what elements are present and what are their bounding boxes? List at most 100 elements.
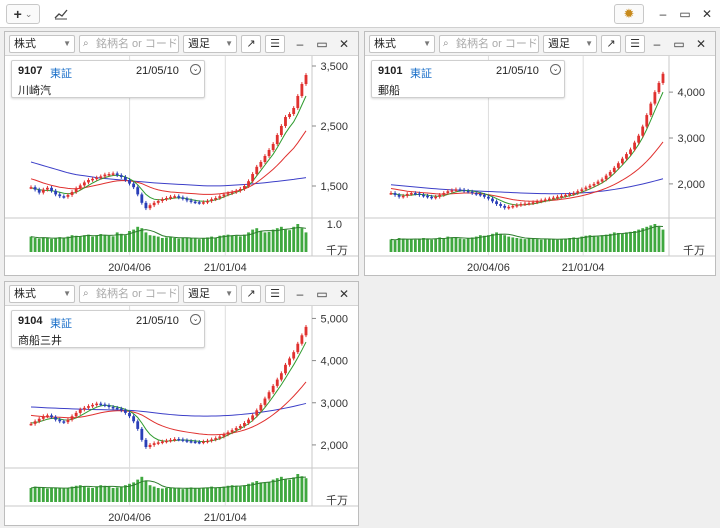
volume-bar [140,228,144,252]
volume-bar [296,474,300,502]
volume-bar [107,486,111,502]
symbol-search-input[interactable]: ⌕ 銘柄名 or コード [79,35,179,53]
candle-body [132,183,136,188]
volume-bar [426,239,429,252]
panel-close-button[interactable]: ✕ [695,37,707,51]
market-type-select[interactable]: 株式 ▼ [369,35,435,53]
volume-bar [255,228,259,252]
candle-body [279,126,283,135]
candle-body [119,408,123,411]
candle-body [641,126,645,136]
candle-body [649,103,653,116]
volume-bar [238,486,242,502]
panel-maximize-button[interactable]: ▭ [673,37,685,51]
candle-body [140,194,144,203]
panel-maximize-button[interactable]: ▭ [316,37,328,51]
candle-body [405,193,409,196]
ma-fast-line [30,341,307,443]
candle-body [604,175,608,180]
candle-body [128,180,131,184]
volume-bar [454,238,458,252]
market-type-select[interactable]: 株式 ▼ [9,285,75,303]
candle-body [99,176,103,178]
ma-slow-line [30,161,307,187]
info-dropdown-button[interactable]: ⌄ [190,64,201,75]
volume-bar [271,479,275,502]
popout-icon[interactable]: ↗ [601,35,621,53]
volume-bar [564,238,567,252]
volume-bar [41,237,45,252]
volume-bar [543,239,547,252]
add-button[interactable]: + ⌄ [6,4,40,24]
indicator-menu-icon[interactable]: ☰ [625,35,645,53]
x-tick-label: 20/04/06 [108,512,151,524]
volume-bar [140,476,144,502]
maximize-button[interactable]: ▭ [679,7,691,21]
candle-body [148,444,152,448]
volume-bar [275,228,279,252]
candle-body [123,177,127,180]
price-chart[interactable]: 20/04/06 21/01/04 4,000 3,000 2,000 千万 [365,56,715,277]
volume-bar [600,235,604,252]
panel-close-button[interactable]: ✕ [338,287,350,301]
volume-unit-label: 千万 [326,244,348,257]
close-button[interactable]: ✕ [701,7,713,21]
period-select[interactable]: 週足 ▼ [183,285,237,303]
volume-bar [87,487,90,502]
volume-bar [446,236,450,252]
panel-minimize-button[interactable]: – [653,37,661,51]
symbol-search-input[interactable]: ⌕ 銘柄名 or コード [79,285,179,303]
gear-icon: ✹ [623,6,635,21]
candle-body [218,436,222,439]
volume-bar [156,236,160,252]
candle-body [531,202,535,204]
candle-body [572,193,576,195]
period-select[interactable]: 週足 ▼ [183,35,237,53]
minimize-button[interactable]: – [659,7,667,21]
chevron-down-icon: ▼ [63,289,71,298]
candle-body [107,405,111,407]
y-tick-label: 3,000 [320,398,348,410]
indicator-menu-icon[interactable]: ☰ [265,35,285,53]
panel-minimize-button[interactable]: – [296,287,304,301]
volume-bar [62,238,66,252]
candle-body [144,439,148,448]
volume-bar [144,232,148,252]
volume-bar [218,487,222,502]
volume-bar [160,488,164,502]
x-tick-label: 21/01/04 [204,262,247,274]
info-dropdown-button[interactable]: ⌄ [550,64,561,75]
price-chart[interactable]: 20/04/06 21/01/04 3,500 2,500 1,500 1.0 千万 [5,56,358,277]
panel-maximize-button[interactable]: ▭ [316,287,328,301]
popout-icon[interactable]: ↗ [241,35,261,53]
panel-minimize-button[interactable]: – [296,37,304,51]
volume-bar [197,239,201,252]
candle-body [304,75,308,84]
popout-icon[interactable]: ↗ [241,285,261,303]
symbol-search-input[interactable]: ⌕ 銘柄名 or コード [439,35,539,53]
chart-line-icon[interactable] [50,4,72,24]
candle-body [33,187,37,190]
candle-body [401,195,405,198]
indicator-menu-icon[interactable]: ☰ [265,285,285,303]
info-dropdown-button[interactable]: ⌄ [190,314,201,325]
period-select[interactable]: 週足 ▼ [543,35,597,53]
ma-slow-line [390,178,664,195]
candle-body [54,417,58,420]
volume-bar [230,485,234,502]
candle-body [95,403,99,406]
volume-bar [641,228,645,252]
volume-bar [300,228,304,252]
price-chart[interactable]: 20/04/06 21/01/04 5,000 4,000 3,000 2,000 千万 [5,306,358,527]
volume-bar [123,485,127,502]
volume-bar [442,238,446,252]
candle-body [144,202,148,209]
panel-close-button[interactable]: ✕ [338,37,350,51]
volume-bar [653,224,657,252]
candle-body [82,182,86,186]
settings-button[interactable]: ✹ [614,4,644,24]
candle-body [438,194,442,197]
candle-body [148,205,152,209]
market-type-select[interactable]: 株式 ▼ [9,35,75,53]
last-date: 21/05/10 [136,315,179,327]
